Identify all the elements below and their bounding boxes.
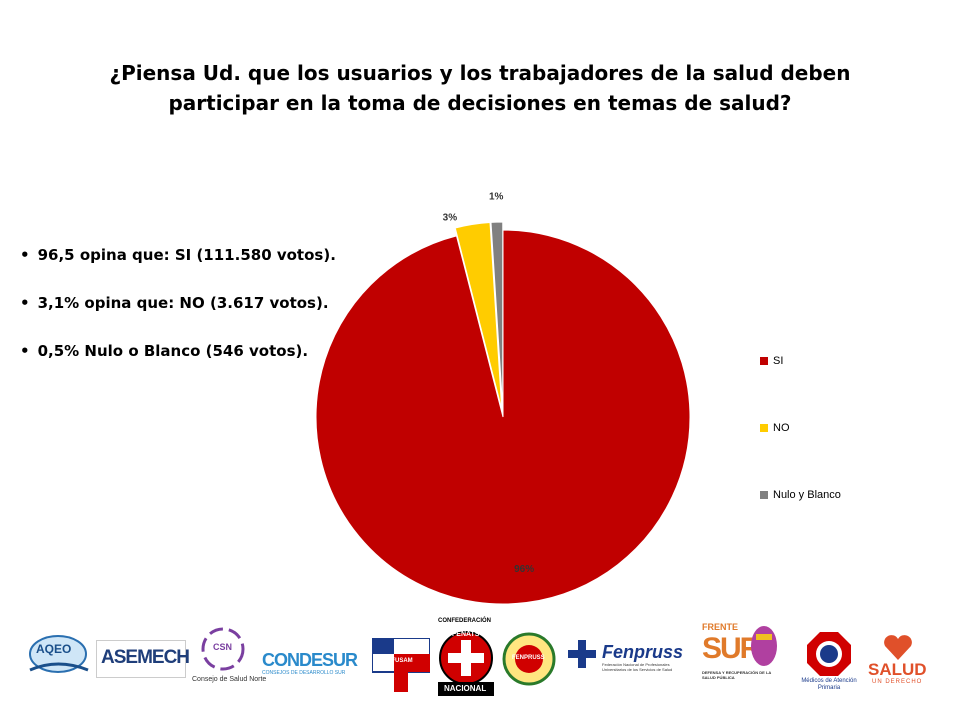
aqeo-logo: AQEO [22,632,94,682]
fenats-logo: CONFEDERACIÓN FENATS NACIONAL [438,618,494,702]
fenpruss-circle-label: FENPRUSS [512,655,545,661]
csn-caption: Consejo de Salud Norte [192,676,267,683]
frente-figure-icon [751,626,777,666]
fenats-top-label: CONFEDERACIÓN [438,618,492,624]
bullet-list: 96,5 opina que: SI (111.580 votos). 3,1%… [20,245,336,389]
fenpruss-cross-icon [568,640,596,668]
legend-label: NO [773,422,790,434]
fenpruss-seal-icon [502,632,556,686]
title-line-1: ¿Piensa Ud. que los usuarios y los traba… [109,61,851,85]
legend-label: Nulo y Blanco [773,489,841,501]
fenats-emblem-icon [438,631,494,696]
bullet-item: 3,1% opina que: NO (3.617 votos). [20,293,336,313]
confusam-logo: CONFUSAM [371,637,431,692]
legend-swatch [760,357,768,365]
legend-item: SI [760,355,783,367]
csn-label: CSN [213,642,233,652]
aqeo-emblem-icon [29,635,89,673]
fenpruss-caption: Federación Nacional de Profesionales Uni… [602,662,673,672]
legend-label: SI [773,355,784,367]
slide-title: ¿Piensa Ud. que los usuarios y los traba… [60,58,900,118]
bullet-item: 0,5% Nulo o Blanco (546 votos). [20,341,336,361]
pie-chart: 96% 3% 1% [315,192,691,605]
salud-logo: SALUD UN DERECHO [866,634,930,690]
pie-slice-si [315,229,691,605]
legend-item: Nulo y Blanco [760,489,841,501]
fenats-bottom-label: NACIONAL [444,684,487,693]
medicos-logo: Médicos de Atención Primaria [798,632,860,702]
medicos-caption: Médicos de Atención Primaria [801,678,857,691]
fenpruss-label: Fenpruss [602,642,684,662]
legend-swatch [760,491,768,499]
asemech-logo: ASEMECH [96,640,190,678]
title-line-2: participar en la toma de decisiones en t… [168,91,792,115]
fenpruss-logo: Fenpruss Federación Nacional de Profesio… [568,640,694,684]
legend-item: NO [760,422,790,434]
frente-top-label: FRENTE [702,622,738,632]
pie-slice-nulo-y-blanco [490,221,504,410]
pie-data-label: 1% [489,192,504,203]
condesur-logo: CONDESUR CONSEJOS DE DESARROLLO SUR [262,650,366,680]
condesur-caption: CONSEJOS DE DESARROLLO SUR [262,670,346,676]
condesur-label: CONDESUR [262,650,358,670]
asemech-label: ASEMECH [101,647,190,668]
bullet-item: 96,5 opina que: SI (111.580 votos). [20,245,336,265]
pie-data-label: 3% [443,213,458,224]
frente-caption: DEFENSA Y RECUPERACIÓN DE LA SALUD PÚBLI… [702,670,772,680]
salud-label: SALUD [868,660,927,679]
legend-swatch [760,424,768,432]
frente-sur-logo: FRENTE SUR DEFENSA Y RECUPERACIÓN DE LA … [702,620,782,690]
fenats-label: FENATS [452,631,480,638]
pie-slice-no [454,221,503,410]
fenpruss-circle-logo: FENPRUSS [502,632,556,686]
aqeo-label: AQEO [36,642,72,656]
confusam-label: CONFUSAM [378,658,413,664]
pie-data-label: 96% [514,564,534,575]
csn-logo: CSN Consejo de Salud Norte [192,624,266,690]
csn-emblem-icon [201,627,245,671]
heart-icon [884,635,912,660]
confusam-emblem-icon [371,637,431,692]
salud-caption: UN DERECHO [872,679,923,685]
medicos-emblem-icon [807,632,851,676]
logo-strip: AQEO ASEMECH CSN Consejo de Salud Norte … [0,614,960,704]
